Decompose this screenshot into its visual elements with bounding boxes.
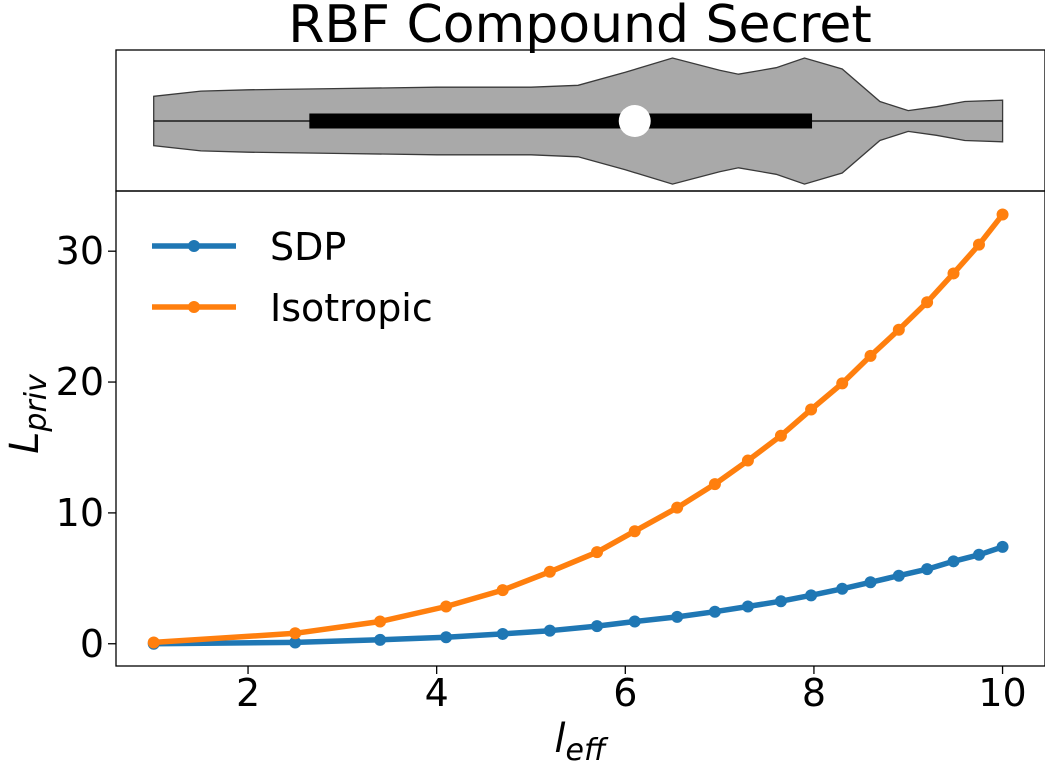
y-tick-label: 30 xyxy=(56,229,104,273)
data-point-sdp xyxy=(671,610,684,623)
y-tick-label: 10 xyxy=(56,491,104,535)
data-point-sdp xyxy=(591,620,604,633)
y-axis-ticks: 0 10 20 30 xyxy=(56,229,116,666)
data-point-isotropic xyxy=(628,525,641,538)
y-tick-label: 20 xyxy=(56,360,104,404)
x-tick-label: 6 xyxy=(613,671,637,715)
line-axes-frame xyxy=(115,190,1045,667)
data-point-isotropic xyxy=(671,501,684,514)
data-point-isotropic xyxy=(591,546,604,559)
x-axis-label: leff xyxy=(554,716,609,762)
data-point-sdp xyxy=(289,636,302,649)
y-axis-label: Lpriv xyxy=(2,373,54,454)
data-point-isotropic xyxy=(996,208,1009,221)
data-point-isotropic xyxy=(836,377,849,390)
x-tick-label: 10 xyxy=(978,671,1026,715)
data-point-isotropic xyxy=(864,349,877,362)
data-point-sdp xyxy=(864,576,877,589)
violin-plot xyxy=(153,57,1004,185)
data-point-sdp xyxy=(741,600,754,613)
data-point-isotropic xyxy=(947,267,960,280)
data-point-isotropic xyxy=(892,323,905,336)
data-point-sdp xyxy=(440,631,453,644)
data-point-isotropic xyxy=(921,296,934,309)
data-point-isotropic xyxy=(805,403,818,416)
data-point-sdp xyxy=(892,569,905,582)
data-point-sdp xyxy=(972,548,985,561)
data-point-sdp xyxy=(805,589,818,602)
data-point-sdp xyxy=(628,615,641,628)
x-axis-ticks: 2 4 6 8 10 xyxy=(236,666,1027,715)
legend-label-isotropic: Isotropic xyxy=(270,286,433,330)
data-point-isotropic xyxy=(741,454,754,467)
data-point-sdp xyxy=(374,633,387,646)
y-tick-label: 0 xyxy=(80,622,104,666)
legend: SDP Isotropic xyxy=(152,225,433,330)
x-tick-label: 2 xyxy=(236,671,260,715)
x-tick-label: 4 xyxy=(425,671,449,715)
violin-median-marker xyxy=(618,105,651,137)
data-point-sdp xyxy=(921,563,934,576)
data-point-isotropic xyxy=(496,584,509,597)
data-point-sdp xyxy=(496,627,509,640)
chart-title: RBF Compound Secret xyxy=(288,0,872,55)
data-point-isotropic xyxy=(289,627,302,640)
series-line-isotropic xyxy=(150,211,1006,646)
data-point-isotropic xyxy=(147,636,160,649)
data-point-isotropic xyxy=(774,429,787,442)
data-point-isotropic xyxy=(543,565,556,578)
data-point-sdp xyxy=(947,555,960,568)
legend-marker-isotropic xyxy=(188,301,200,313)
legend-marker-sdp xyxy=(188,240,200,252)
data-point-sdp xyxy=(996,540,1009,553)
data-point-sdp xyxy=(708,605,721,618)
line-plot xyxy=(147,208,1009,650)
data-point-isotropic xyxy=(374,615,387,628)
data-point-sdp xyxy=(543,624,556,637)
data-point-isotropic xyxy=(972,238,985,251)
data-point-sdp xyxy=(774,595,787,608)
legend-label-sdp: SDP xyxy=(270,225,346,269)
data-point-isotropic xyxy=(440,600,453,613)
data-point-isotropic xyxy=(708,478,721,491)
data-point-sdp xyxy=(836,582,849,595)
x-tick-label: 8 xyxy=(802,671,826,715)
